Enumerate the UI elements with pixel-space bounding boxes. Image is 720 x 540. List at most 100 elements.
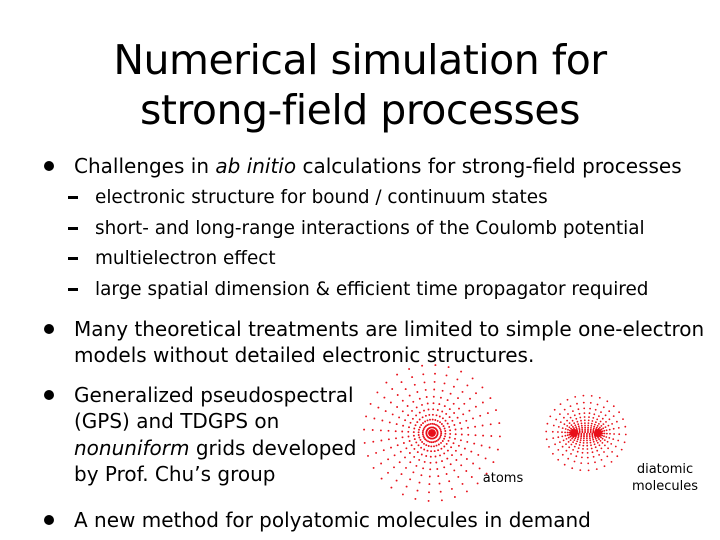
grid-point (600, 447, 603, 450)
grid-point (496, 448, 499, 451)
grid-point (473, 442, 476, 445)
grid-point (424, 388, 427, 391)
grid-point (443, 466, 446, 469)
grid-point (603, 451, 605, 453)
grid-point (579, 469, 582, 471)
grid-point (582, 394, 585, 397)
grid-point (598, 423, 600, 425)
grid-point (601, 434, 604, 437)
grid-point (590, 395, 593, 397)
grid-point (569, 439, 572, 441)
grid-point (581, 426, 583, 429)
grid-point (421, 364, 424, 367)
grid-point (565, 443, 567, 445)
grid-point (563, 423, 566, 426)
grid-point (440, 432, 443, 435)
grid-point (418, 411, 421, 414)
grid-point (571, 437, 573, 440)
grid-point (453, 424, 456, 426)
grid-point (431, 413, 434, 416)
grid-point (566, 419, 568, 422)
grid-point (429, 418, 431, 421)
grid-point (573, 422, 576, 425)
grid-point (477, 453, 480, 456)
grid-point (434, 372, 436, 375)
grid-point (372, 466, 375, 469)
grid-point (446, 422, 449, 425)
grid-point (563, 416, 565, 419)
grid-point (413, 427, 416, 430)
grid-point (583, 412, 586, 414)
grid-point (568, 431, 571, 434)
grid-point (601, 432, 604, 435)
grid-point (393, 454, 396, 457)
grid-point (401, 410, 404, 413)
grid-point (577, 425, 580, 428)
grid-point (592, 438, 595, 441)
grid-point (449, 432, 452, 435)
grid-point (624, 433, 627, 436)
grid-point (428, 491, 430, 494)
grid-point (444, 430, 447, 432)
grid-point (602, 423, 605, 425)
grid-point (557, 458, 560, 461)
sub-bullet-4: large spatial dimension & efficient time… (95, 279, 649, 300)
grid-point (408, 368, 411, 370)
grid-point (434, 364, 437, 367)
grid-point (416, 489, 419, 492)
grid-point (599, 440, 602, 442)
grid-point (596, 425, 599, 427)
grid-point (589, 441, 592, 444)
grid-point (567, 441, 570, 443)
grid-point (436, 468, 439, 470)
grid-point (600, 428, 603, 431)
grid-point (414, 424, 417, 427)
grid-point (427, 499, 430, 502)
grid-point (462, 413, 465, 416)
grid-point (425, 444, 428, 447)
grid-point (602, 427, 605, 430)
grid-point (467, 426, 469, 429)
grid-point (420, 453, 423, 456)
grid-point (440, 423, 443, 425)
grid-point (617, 427, 620, 429)
grid-point (399, 450, 402, 453)
grid-point (436, 419, 439, 422)
grid-point (618, 433, 621, 436)
grid-point (488, 446, 491, 449)
grid-point (428, 475, 431, 478)
grid-point (448, 425, 451, 428)
grid-point (604, 444, 606, 447)
grid-point (589, 402, 592, 404)
grid-point (429, 455, 432, 458)
grid-point (434, 423, 437, 426)
grid-point (587, 426, 589, 429)
grid-point (450, 446, 453, 449)
grid-point (448, 436, 451, 439)
grid-point (588, 416, 590, 418)
grid-point (548, 446, 550, 448)
grid-point (443, 382, 446, 385)
grid-point (586, 442, 588, 444)
grid-point (450, 487, 453, 490)
grid-point (427, 440, 430, 443)
grid-point (551, 430, 554, 433)
grid-point (452, 442, 455, 445)
grid-point (454, 433, 457, 436)
grid-point (445, 473, 448, 475)
grid-point (461, 390, 464, 393)
grid-point (363, 441, 366, 444)
grid-point (589, 407, 591, 410)
grid-point (569, 405, 572, 407)
grid-point (616, 420, 618, 423)
grid-point (380, 462, 383, 465)
grid-point (573, 414, 576, 417)
grid-point (441, 460, 443, 463)
grid-point (592, 427, 595, 430)
grid-point (389, 401, 392, 404)
slide-title-line-1: Numerical simulation for (113, 36, 607, 84)
grid-point (375, 451, 378, 454)
grid-point (557, 431, 559, 433)
grid-point (607, 424, 610, 427)
grid-point (434, 455, 437, 458)
